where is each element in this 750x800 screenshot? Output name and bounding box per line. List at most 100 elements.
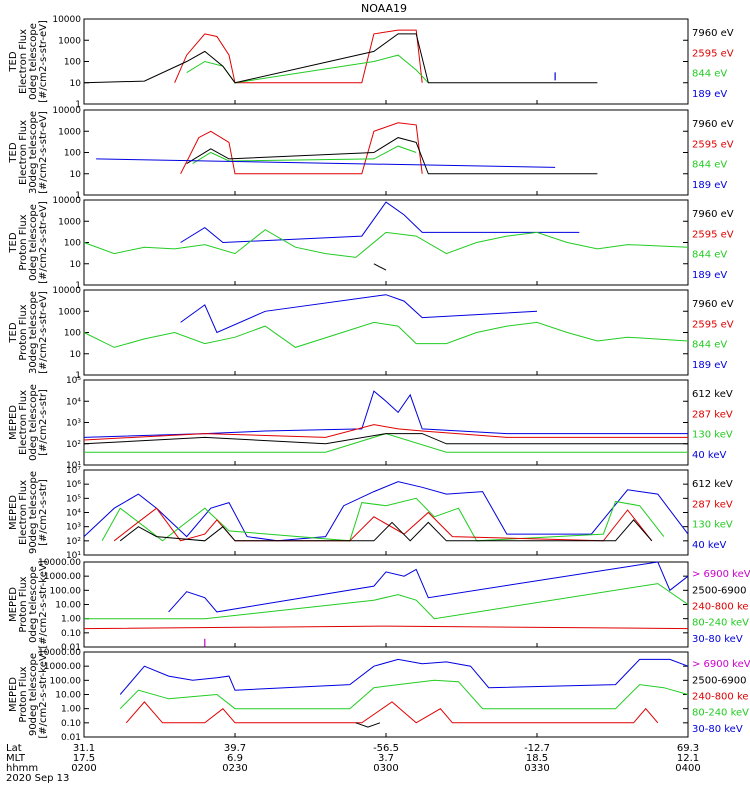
series-line xyxy=(83,625,689,630)
series-line xyxy=(84,433,688,453)
footer-value: 6.9 xyxy=(227,753,243,764)
panel-3: 10000 1000 100 10 1 TED Proton Flux 0deg telesc… xyxy=(8,196,734,291)
y-tick-label: 100 xyxy=(64,58,81,68)
y-axis-label: Electron Flux xyxy=(18,480,29,545)
y-tick-label: 10000 xyxy=(52,286,81,296)
y-tick-label: 10⁴ xyxy=(66,509,81,519)
panel-7: 10000.00 1000.00 100.00 10.00 1.00 0.10 0.01 ME… xyxy=(8,558,750,653)
series-line xyxy=(168,561,689,613)
footer-value: 18.5 xyxy=(526,753,548,764)
series-line xyxy=(119,519,653,542)
legend-entry: 2595 eV xyxy=(692,319,734,330)
y-tick-label: 1 xyxy=(75,371,81,381)
legend-entry: 844 eV xyxy=(692,250,727,261)
y-axis-label: 0deg telescope xyxy=(28,23,39,100)
series-line xyxy=(83,33,598,84)
footer-value: 0300 xyxy=(373,763,398,774)
y-tick-label: 10² xyxy=(66,440,81,450)
y-axis-label: Proton Flux xyxy=(18,214,29,270)
series-line xyxy=(83,321,689,348)
footer-value: 39.7 xyxy=(224,743,246,754)
legend-entry: 2595 eV xyxy=(692,139,734,150)
legend-entry: 287 keV xyxy=(692,409,733,420)
y-tick-label: 1000.00 xyxy=(44,572,81,582)
legend-entry: 40 keV xyxy=(692,450,726,461)
series-line xyxy=(373,263,387,271)
footer-value: 31.1 xyxy=(73,743,95,754)
panel-frame xyxy=(83,651,689,738)
footer-value: -12.7 xyxy=(524,743,550,754)
legend-entry: 2500-6900 xyxy=(692,585,747,596)
y-tick-label: 0.01 xyxy=(61,733,81,743)
panel-2: 10000 1000 100 10 1 TED Electron Flux 30deg tel… xyxy=(8,106,734,201)
y-axis-label: 90deg telescope xyxy=(28,471,39,554)
y-tick-label: 10 xyxy=(70,350,82,360)
y-axis-label: [#/cm2-s-str] xyxy=(38,479,49,546)
legend-entry: 80-240 keV xyxy=(692,618,749,629)
y-axis-label: Proton Flux xyxy=(18,666,29,722)
series-line xyxy=(84,583,689,620)
panel-4: 10000 1000 100 10 1 TED Proton Flux 30deg teles… xyxy=(8,286,734,381)
legend-entry: 240-800 ke xyxy=(692,692,749,703)
legend-entry: 612 keV xyxy=(692,389,733,400)
y-tick-label: 10.00 xyxy=(55,601,81,611)
y-tick-label: 0.10 xyxy=(61,719,81,729)
footer-value: 0400 xyxy=(675,763,700,774)
legend-entry: > 6900 keV xyxy=(692,659,750,670)
footer-value: -56.5 xyxy=(373,743,399,754)
y-axis-label: 0deg telescope xyxy=(28,204,39,281)
legend-entry: > 6900 keV xyxy=(692,569,750,580)
y-axis-label: 30deg telescope xyxy=(28,291,39,374)
y-tick-label: 100 xyxy=(64,239,81,249)
y-axis-label: Proton Flux xyxy=(18,576,29,632)
y-tick-label: 10⁶ xyxy=(66,480,81,490)
y-tick-label: 10000.00 xyxy=(38,558,81,568)
y-tick-label: 10¹ xyxy=(66,551,81,561)
y-axis-label: 0deg telescope xyxy=(28,384,39,461)
legend-entry: 189 eV xyxy=(692,89,727,100)
y-tick-label: 1000 xyxy=(58,307,81,317)
series-line xyxy=(83,481,689,542)
panel-1: 10000 1000 100 10 1 TED Electron Flux 0deg tele… xyxy=(8,15,734,110)
series-line xyxy=(83,424,688,441)
y-tick-label: 100 xyxy=(64,329,81,339)
legend-entry: 7960 eV xyxy=(692,119,734,130)
series-line xyxy=(186,137,598,175)
panel-8: 10000.00 1000.00 100.00 10.00 1.00 0.10 0.01 ME… xyxy=(8,648,750,743)
series-line xyxy=(125,701,659,724)
y-axis-label: Electron Flux xyxy=(18,390,29,455)
legend-entry: 189 eV xyxy=(692,360,727,371)
legend-entry: 189 eV xyxy=(692,270,727,281)
legend-entry: 844 eV xyxy=(692,160,727,171)
plot-title: NOAA19 xyxy=(361,2,407,15)
footer-value: 69.3 xyxy=(677,743,699,754)
footer-value: 12.1 xyxy=(677,753,699,764)
legend-entry: 7960 eV xyxy=(692,28,734,39)
footer-value: 17.5 xyxy=(73,753,95,764)
series-line xyxy=(355,722,381,728)
y-tick-label: 1 xyxy=(75,281,81,291)
y-tick-label: 10⁵ xyxy=(66,494,81,504)
panel-frame xyxy=(83,199,689,286)
legend-entry: 2595 eV xyxy=(692,229,734,240)
y-tick-label: 1.00 xyxy=(61,705,81,715)
footer-row-label: hhmm xyxy=(6,763,38,774)
series-line xyxy=(186,54,429,84)
y-axis-label: [#/cm2-s-str-eV] xyxy=(38,20,49,103)
series-line xyxy=(180,294,538,334)
panel-6: 10⁷ 10⁶ 10⁵ 10⁴ 10³ 10² 10¹ MEPED Electron Flux 9… xyxy=(8,466,733,561)
y-tick-label: 10000 xyxy=(52,196,81,206)
y-axis-label: 0deg telescope xyxy=(28,566,39,643)
y-tick-label: 1000 xyxy=(58,36,81,46)
y-axis-label: MEPED xyxy=(8,495,19,530)
y-axis-label: MEPED xyxy=(8,587,19,622)
y-axis-label: [#/cm2-s-str-eV] xyxy=(38,291,49,374)
y-tick-label: 10 xyxy=(70,170,82,180)
footer-row-label: Lat xyxy=(6,743,22,754)
legend-entry: 2595 eV xyxy=(692,48,734,59)
panel-5: 10⁵ 10⁴ 10³ 10² 10¹ MEPED Electron Flux 0deg te… xyxy=(8,376,733,471)
footer-value: 0200 xyxy=(71,763,96,774)
legend-entry: 30-80 keV xyxy=(692,634,743,645)
y-tick-label: 10³ xyxy=(66,523,81,533)
y-axis-label: TED xyxy=(8,51,19,72)
